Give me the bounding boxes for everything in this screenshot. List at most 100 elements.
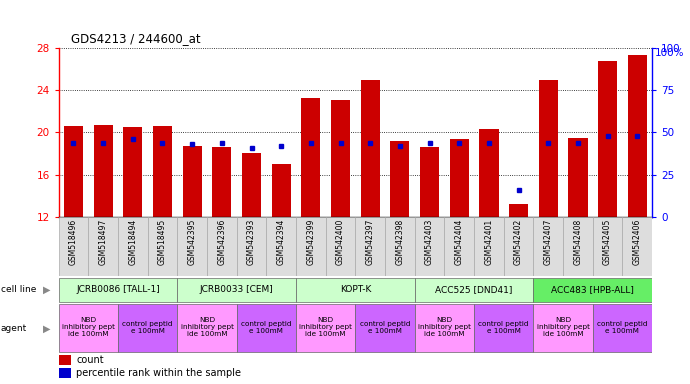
Text: control peptid
e 100mM: control peptid e 100mM (359, 321, 411, 334)
Text: GSM542393: GSM542393 (247, 219, 256, 265)
Bar (124, 127, 142, 217)
Bar (415, 217, 444, 276)
Text: control peptid
e 100mM: control peptid e 100mM (478, 321, 529, 334)
Text: control peptid
e 100mM: control peptid e 100mM (241, 321, 292, 334)
Bar (563, 217, 593, 276)
Text: GSM518497: GSM518497 (99, 219, 108, 265)
Bar (148, 217, 177, 276)
Text: NBD
inhibitory pept
ide 100mM: NBD inhibitory pept ide 100mM (537, 317, 589, 337)
Text: cell line: cell line (1, 285, 36, 295)
Bar (474, 305, 533, 352)
Bar (118, 217, 148, 276)
Bar (59, 368, 70, 378)
Text: GSM542408: GSM542408 (573, 219, 582, 265)
Text: GDS4213 / 244600_at: GDS4213 / 244600_at (70, 32, 200, 45)
Bar (569, 138, 587, 217)
Text: GSM518494: GSM518494 (128, 219, 137, 265)
Text: GSM542397: GSM542397 (366, 219, 375, 265)
Bar (272, 164, 290, 217)
Text: control peptid
e 100mM: control peptid e 100mM (597, 321, 648, 334)
Bar (509, 204, 528, 217)
Bar (533, 217, 563, 276)
Bar (593, 305, 652, 352)
Bar (355, 305, 415, 352)
Text: KOPT-K: KOPT-K (339, 285, 371, 294)
Bar (622, 217, 652, 276)
Text: GSM542396: GSM542396 (217, 219, 226, 265)
Bar (628, 55, 647, 217)
Text: GSM542405: GSM542405 (603, 219, 612, 265)
Bar (415, 305, 474, 352)
Bar (296, 217, 326, 276)
Bar (415, 278, 533, 302)
Text: ACC525 [DND41]: ACC525 [DND41] (435, 285, 513, 294)
Bar (593, 217, 622, 276)
Text: GSM518495: GSM518495 (158, 219, 167, 265)
Text: NBD
inhibitory pept
ide 100mM: NBD inhibitory pept ide 100mM (299, 317, 352, 337)
Bar (539, 80, 558, 217)
Text: GSM542398: GSM542398 (395, 219, 404, 265)
Text: JCRB0086 [TALL-1]: JCRB0086 [TALL-1] (76, 285, 160, 294)
Bar (59, 305, 118, 352)
Text: GSM542401: GSM542401 (484, 219, 493, 265)
Bar (177, 278, 296, 302)
Text: control peptid
e 100mM: control peptid e 100mM (122, 321, 173, 334)
Bar (94, 125, 112, 217)
Bar (59, 355, 70, 366)
Text: GSM542394: GSM542394 (277, 219, 286, 265)
Bar (533, 278, 652, 302)
Bar (59, 278, 177, 302)
Text: GSM542399: GSM542399 (306, 219, 315, 265)
Bar (391, 141, 409, 217)
Text: GSM542403: GSM542403 (425, 219, 434, 265)
Bar (355, 217, 385, 276)
Bar (118, 305, 177, 352)
Text: ACC483 [HPB-ALL]: ACC483 [HPB-ALL] (551, 285, 634, 294)
Bar (480, 129, 498, 217)
Bar (177, 217, 207, 276)
Bar (266, 217, 296, 276)
Text: ▶: ▶ (43, 323, 50, 333)
Bar (326, 217, 355, 276)
Bar (296, 305, 355, 352)
Text: GSM542407: GSM542407 (544, 219, 553, 265)
Bar (183, 146, 201, 217)
Text: agent: agent (1, 324, 27, 333)
Text: NBD
inhibitory pept
ide 100mM: NBD inhibitory pept ide 100mM (418, 317, 471, 337)
Bar (385, 217, 415, 276)
Text: GSM542404: GSM542404 (455, 219, 464, 265)
Bar (213, 147, 231, 217)
Bar (296, 278, 415, 302)
Text: GSM518496: GSM518496 (69, 219, 78, 265)
Bar (331, 100, 350, 217)
Bar (207, 217, 237, 276)
Bar (504, 217, 533, 276)
Text: ▶: ▶ (43, 285, 50, 295)
Bar (533, 305, 593, 352)
Bar (302, 98, 320, 217)
Bar (177, 305, 237, 352)
Bar (242, 152, 261, 217)
Bar (450, 139, 469, 217)
Text: percentile rank within the sample: percentile rank within the sample (77, 368, 242, 378)
Text: GSM542402: GSM542402 (514, 219, 523, 265)
Text: 100%: 100% (656, 48, 684, 58)
Bar (59, 217, 88, 276)
Text: NBD
inhibitory pept
ide 100mM: NBD inhibitory pept ide 100mM (181, 317, 233, 337)
Bar (153, 126, 172, 217)
Bar (361, 80, 380, 217)
Text: count: count (77, 355, 104, 365)
Bar (64, 126, 83, 217)
Text: NBD
inhibitory pept
ide 100mM: NBD inhibitory pept ide 100mM (62, 317, 115, 337)
Text: GSM542395: GSM542395 (188, 219, 197, 265)
Text: GSM542400: GSM542400 (336, 219, 345, 265)
Bar (444, 217, 474, 276)
Text: GSM542406: GSM542406 (633, 219, 642, 265)
Bar (474, 217, 504, 276)
Text: JCRB0033 [CEM]: JCRB0033 [CEM] (200, 285, 273, 294)
Bar (237, 217, 266, 276)
Bar (88, 217, 118, 276)
Bar (598, 61, 617, 217)
Bar (420, 147, 439, 217)
Bar (237, 305, 296, 352)
